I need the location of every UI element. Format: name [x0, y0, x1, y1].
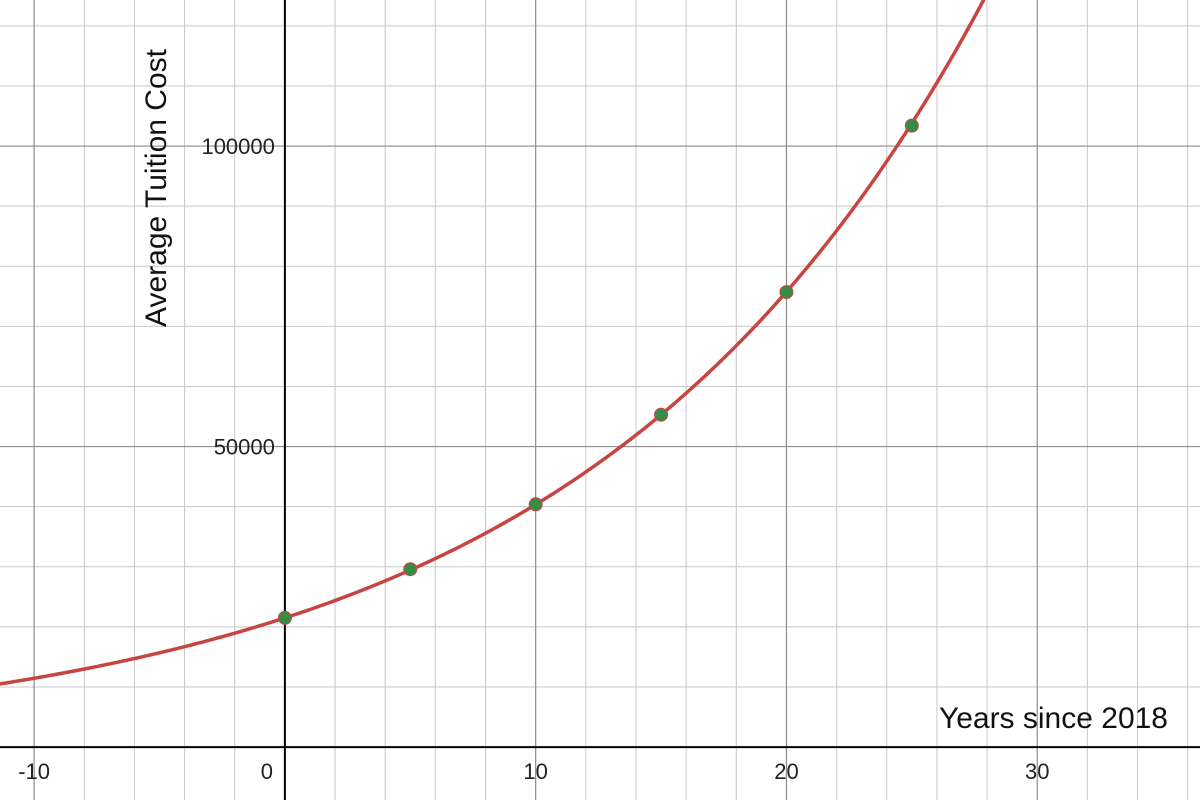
points-layer [277, 118, 919, 625]
data-point [904, 118, 919, 133]
model-curve [0, 0, 986, 686]
data-point [654, 407, 669, 422]
data-point [403, 562, 418, 577]
y-tick-label: 100000 [201, 134, 274, 159]
tick-labels: -10 0 10 20 30 50000 100000 [18, 134, 1049, 784]
y-tick-label: 50000 [214, 435, 275, 460]
x-tick-label: 20 [774, 759, 798, 784]
x-tick-label: 30 [1025, 759, 1049, 784]
curve-layer [0, 0, 986, 686]
data-point [277, 610, 292, 625]
data-point [779, 285, 794, 300]
x-tick-label: -10 [18, 759, 50, 784]
x-tick-label: 0 [261, 759, 273, 784]
x-axis-label: Years since 2018 [939, 702, 1168, 735]
x-tick-label: 10 [523, 759, 547, 784]
data-point [528, 497, 543, 512]
y-axis-label: Average Tuition Cost [140, 48, 173, 327]
